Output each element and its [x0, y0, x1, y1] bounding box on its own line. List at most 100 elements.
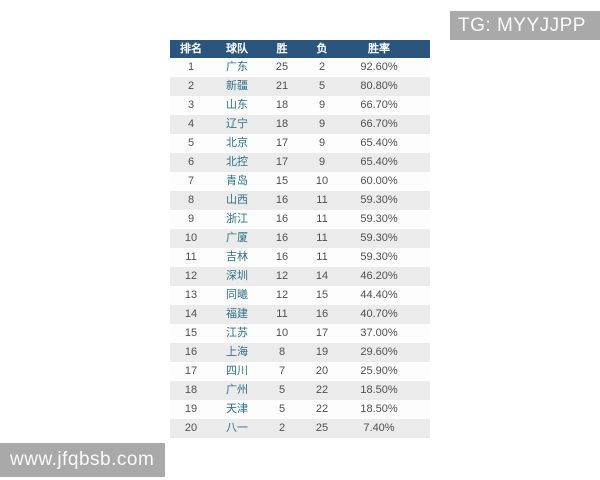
wins-cell: 16 [275, 232, 289, 244]
team-cell: 北控 [226, 156, 248, 168]
table-row: 19 天津 5 22 18.50% [170, 400, 430, 419]
team-cell: 辽宁 [226, 118, 248, 130]
column-header-losses: 负 [316, 43, 328, 55]
wins-cell: 10 [275, 327, 289, 339]
rank-cell: 14 [184, 308, 198, 320]
table-row: 4 辽宁 18 9 66.70% [170, 115, 430, 134]
wins-cell: 16 [275, 194, 289, 206]
wins-cell: 15 [275, 175, 289, 187]
win-rate-cell: 59.30% [360, 232, 398, 244]
rank-cell: 4 [187, 118, 195, 130]
win-rate-cell: 40.70% [360, 308, 398, 320]
losses-cell: 11 [316, 251, 328, 263]
wins-cell: 8 [278, 346, 286, 358]
losses-cell: 11 [316, 213, 328, 225]
team-cell: 广东 [226, 61, 248, 73]
win-rate-cell: 60.00% [360, 175, 398, 187]
losses-cell: 9 [318, 99, 326, 111]
team-cell: 山西 [226, 194, 248, 206]
win-rate-cell: 80.80% [360, 80, 398, 92]
table-row: 13 同曦 12 15 44.40% [170, 286, 430, 305]
column-header-rank: 排名 [180, 43, 202, 55]
wins-cell: 18 [275, 99, 289, 111]
losses-cell: 14 [315, 270, 329, 282]
wins-cell: 18 [275, 118, 289, 130]
win-rate-cell: 66.70% [360, 99, 398, 111]
rank-cell: 3 [187, 99, 195, 111]
wins-cell: 11 [276, 308, 288, 320]
rank-cell: 16 [184, 346, 198, 358]
win-rate-cell: 59.30% [360, 251, 398, 263]
win-rate-cell: 66.70% [360, 118, 398, 130]
losses-cell: 19 [315, 346, 329, 358]
win-rate-cell: 7.40% [363, 422, 395, 434]
rank-cell: 20 [184, 422, 198, 434]
rank-cell: 5 [187, 137, 195, 149]
team-cell: 青岛 [226, 175, 248, 187]
losses-cell: 10 [315, 175, 329, 187]
win-rate-cell: 92.60% [360, 61, 398, 73]
win-rate-cell: 18.50% [360, 384, 398, 396]
table-row: 12 深圳 12 14 46.20% [170, 267, 430, 286]
rank-cell: 9 [187, 213, 195, 225]
team-cell: 新疆 [226, 80, 248, 92]
win-rate-cell: 37.00% [360, 327, 398, 339]
column-header-team: 球队 [226, 43, 248, 55]
table-row: 10 广厦 16 11 59.30% [170, 229, 430, 248]
team-cell: 吉林 [226, 251, 248, 263]
win-rate-cell: 65.40% [360, 156, 398, 168]
team-cell: 江苏 [226, 327, 248, 339]
table-row: 16 上海 8 19 29.60% [170, 343, 430, 362]
wins-cell: 17 [275, 156, 289, 168]
table-row: 14 福建 11 16 40.70% [170, 305, 430, 324]
losses-cell: 15 [315, 289, 329, 301]
table-body: 1 广东 25 2 92.60% 2 新疆 21 5 80.80% 3 山东 1… [170, 58, 430, 438]
losses-cell: 9 [318, 156, 326, 168]
losses-cell: 17 [315, 327, 329, 339]
table-row: 7 青岛 15 10 60.00% [170, 172, 430, 191]
team-cell: 天津 [226, 403, 248, 415]
win-rate-cell: 44.40% [360, 289, 398, 301]
team-cell: 广厦 [226, 232, 248, 244]
team-cell: 四川 [226, 365, 248, 377]
standings-table: 排名 球队 胜 负 胜率 1 广东 25 2 92.60% 2 新疆 21 5 … [170, 40, 430, 438]
rank-cell: 18 [184, 384, 198, 396]
team-cell: 上海 [226, 346, 248, 358]
wins-cell: 5 [278, 403, 286, 415]
rank-cell: 8 [187, 194, 195, 206]
team-cell: 浙江 [226, 213, 248, 225]
rank-cell: 1 [187, 61, 195, 73]
team-cell: 深圳 [226, 270, 248, 282]
team-cell: 广州 [226, 384, 248, 396]
table-row: 5 北京 17 9 65.40% [170, 134, 430, 153]
losses-cell: 11 [316, 194, 328, 206]
column-header-wins: 胜 [276, 43, 288, 55]
wins-cell: 17 [275, 137, 289, 149]
win-rate-cell: 18.50% [360, 403, 398, 415]
win-rate-cell: 59.30% [360, 213, 398, 225]
losses-cell: 20 [315, 365, 329, 377]
win-rate-cell: 59.30% [360, 194, 398, 206]
losses-cell: 22 [315, 403, 329, 415]
win-rate-cell: 65.40% [360, 137, 398, 149]
losses-cell: 9 [318, 118, 326, 130]
team-cell: 八一 [226, 422, 248, 434]
rank-cell: 10 [184, 232, 198, 244]
table-row: 20 八一 2 25 7.40% [170, 419, 430, 438]
table-row: 18 广州 5 22 18.50% [170, 381, 430, 400]
table-row: 17 四川 7 20 25.90% [170, 362, 430, 381]
table-row: 1 广东 25 2 92.60% [170, 58, 430, 77]
team-cell: 山东 [226, 99, 248, 111]
win-rate-cell: 25.90% [360, 365, 398, 377]
rank-cell: 12 [184, 270, 198, 282]
wins-cell: 25 [275, 61, 289, 73]
table-row: 3 山东 18 9 66.70% [170, 96, 430, 115]
team-cell: 北京 [226, 137, 248, 149]
win-rate-cell: 46.20% [360, 270, 398, 282]
table-header: 排名 球队 胜 负 胜率 [170, 40, 430, 58]
telegram-watermark: TG: MYYJJPP [450, 11, 600, 40]
team-cell: 福建 [226, 308, 248, 320]
rank-cell: 15 [184, 327, 198, 339]
rank-cell: 11 [185, 251, 197, 263]
